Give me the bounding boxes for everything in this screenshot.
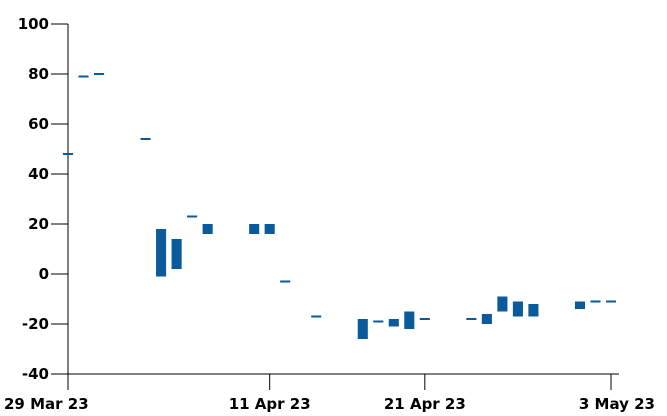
candle-2023-05-01 xyxy=(574,301,586,309)
candle-2023-04-18 xyxy=(373,320,384,323)
candle-2023-04-06 xyxy=(187,215,198,218)
y-tick-label: -20 xyxy=(22,315,49,333)
candle-2023-05-03 xyxy=(605,300,617,303)
candle-2023-03-29 xyxy=(62,153,74,155)
candle-2023-04-26 xyxy=(497,296,508,312)
y-tick-label: 0 xyxy=(39,265,49,283)
candle-2023-04-28 xyxy=(528,304,539,317)
candle-2023-03-31 xyxy=(93,73,105,75)
x-tick-label: 11 Apr 23 xyxy=(229,395,311,413)
candle-2023-04-11 xyxy=(264,224,275,234)
candle-2023-04-20 xyxy=(404,311,415,329)
y-tick-label: 60 xyxy=(28,115,49,133)
y-axis: -40 -20 0 20 40 60 80 100 xyxy=(18,15,69,383)
candle-2023-04-14 xyxy=(311,315,322,318)
y-tick-label: 40 xyxy=(28,165,49,183)
y-tick-label: 20 xyxy=(28,215,49,233)
candle-2023-04-12 xyxy=(280,280,291,283)
y-tick-label: 100 xyxy=(18,15,49,33)
candle-2023-04-04 xyxy=(156,229,167,277)
candle-2023-05-02 xyxy=(590,300,601,303)
candle-2023-04-27 xyxy=(512,301,523,317)
y-tick-label: 80 xyxy=(28,65,49,83)
candle-2023-04-17 xyxy=(357,319,368,339)
candle-2023-04-19 xyxy=(388,319,399,327)
candle-2023-04-25 xyxy=(481,314,492,324)
candle-2023-04-05 xyxy=(171,239,182,269)
candle-2023-04-21 xyxy=(419,318,430,320)
candle-2023-03-30 xyxy=(78,75,89,78)
x-tick-label: 3 May 23 xyxy=(579,395,655,413)
x-tick-label: 29 Mar 23 xyxy=(4,395,89,413)
candle-series xyxy=(62,73,617,339)
candle-2023-04-07 xyxy=(202,224,213,234)
x-tick-label: 21 Apr 23 xyxy=(384,395,466,413)
candle-2023-04-24 xyxy=(466,318,477,320)
y-tick-label: -40 xyxy=(22,365,49,383)
candle-2023-04-10 xyxy=(249,224,260,234)
candle-2023-04-03 xyxy=(140,138,151,140)
x-axis: 29 Mar 23 11 Apr 23 21 Apr 23 3 May 23 xyxy=(4,373,655,413)
